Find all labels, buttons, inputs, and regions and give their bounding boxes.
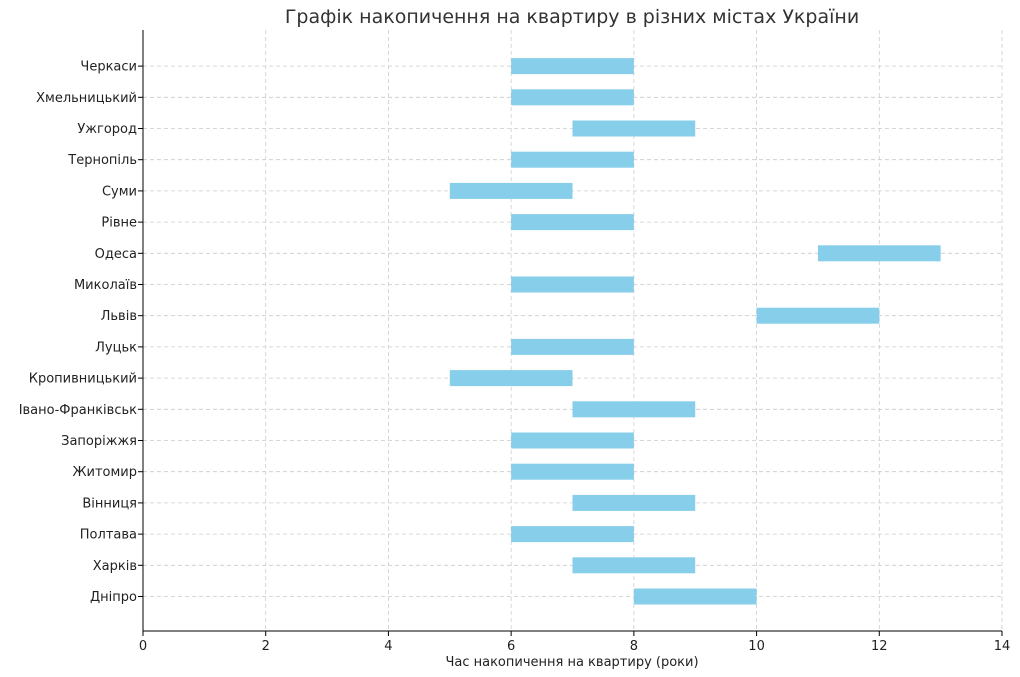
y-tick-label: Запоріжжя <box>61 434 137 449</box>
bar <box>511 276 634 293</box>
bar <box>572 494 696 511</box>
bar <box>511 58 634 75</box>
bar <box>572 120 696 137</box>
x-tick-label: 6 <box>507 639 515 654</box>
bar <box>572 401 696 418</box>
x-tick-label: 10 <box>748 639 765 654</box>
x-tick-label: 14 <box>994 639 1011 654</box>
y-tick-label: Кропивницький <box>29 372 137 387</box>
y-ticks: Дніпро Харків Полтава Вінниця Житомир Запоріж… <box>19 60 143 605</box>
bar <box>511 463 634 480</box>
y-tick-label: Дніпро <box>90 590 137 605</box>
bar <box>572 557 696 574</box>
bar <box>449 370 573 387</box>
y-tick-label: Одеса <box>95 247 137 262</box>
x-axis-label: Час накопичення на квартиру (роки) <box>445 655 698 670</box>
bar <box>511 214 634 231</box>
y-tick-label: Луцьк <box>95 340 137 355</box>
y-tick-label: Тернопіль <box>67 153 137 168</box>
y-tick-label: Івано-Франківськ <box>19 403 137 418</box>
x-tick-label: 12 <box>871 639 888 654</box>
y-tick-label: Черкаси <box>80 60 137 75</box>
axes <box>142 30 1002 632</box>
bar <box>511 151 634 168</box>
y-tick-label: Львів <box>101 309 137 324</box>
y-tick-label: Вінниця <box>82 496 137 511</box>
y-tick-label: Ужгород <box>77 122 137 137</box>
y-tick-label: Полтава <box>80 528 137 543</box>
x-tick-label: 0 <box>139 639 147 654</box>
y-tick-label: Житомир <box>73 465 138 480</box>
bars <box>449 58 941 605</box>
x-ticks: 0 2 4 6 8 10 12 14 <box>139 631 1010 654</box>
bar <box>511 432 634 449</box>
bar <box>511 526 634 543</box>
bar <box>817 245 941 262</box>
bar <box>449 182 573 199</box>
y-tick-label: Миколаїв <box>74 278 137 293</box>
bar <box>756 307 880 324</box>
x-tick-label: 8 <box>630 639 638 654</box>
y-tick-label: Харків <box>93 559 137 574</box>
y-tick-label: Рівне <box>101 216 137 231</box>
bar <box>633 588 757 605</box>
y-tick-label: Суми <box>102 184 137 199</box>
chart-title: Графік накопичення на квартиру в різних … <box>285 6 859 28</box>
y-tick-label: Хмельницький <box>36 91 137 106</box>
x-tick-label: 2 <box>262 639 270 654</box>
bar <box>511 338 634 355</box>
bar <box>511 89 634 106</box>
x-tick-label: 4 <box>384 639 392 654</box>
